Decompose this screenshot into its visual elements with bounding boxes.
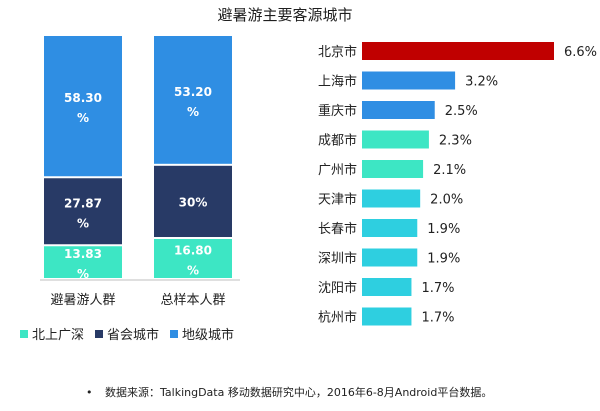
city-value-label: 2.3% [439,134,472,149]
city-value-label: 3.2% [465,75,498,90]
legend-swatch [170,330,178,338]
stacked-bar-segment [44,246,122,278]
legend-label: 省会城市 [107,327,159,343]
footer-bullet: • [86,386,93,399]
city-bar [362,307,412,326]
city-bar [362,101,435,119]
city-value-label: 1.7% [421,311,454,326]
legend-swatch [95,330,103,338]
legend: 北上广深 省会城市 地级城市 [20,327,234,343]
city-label: 广州市 [318,162,357,178]
city-label: 成都市 [318,133,357,149]
city-label: 北京市 [318,44,357,60]
city-value-label: 2.0% [430,193,463,208]
city-value-label: 6.6% [564,45,597,60]
segment-value-label: 53.20% [174,85,212,119]
city-bar [362,42,554,60]
city-bar [362,219,418,237]
city-bar [362,71,456,90]
city-label: 杭州市 [318,310,357,326]
legend-label: 地级城市 [182,327,234,343]
stacked-bar-segment [44,36,122,177]
stacked-bar-segment [154,239,232,278]
category-label: 避暑游人群 [50,293,115,308]
city-value-label: 2.5% [445,104,478,119]
stacked-bar-segment [44,178,122,245]
city-label: 深圳市 [318,251,357,267]
city-value-label: 1.9% [427,252,460,267]
city-bar [362,130,429,149]
city-value-label: 1.7% [421,281,454,296]
city-bar [362,160,424,178]
city-label: 沈阳市 [318,280,357,296]
segment-value-label: 30% [179,195,208,209]
segment-value-label: 16.80% [174,244,212,278]
segment-value-label: 13.83% [64,247,102,281]
city-label: 长春市 [318,221,357,237]
horizontal-bar-chart: 北京市 6.6% 上海市 3.2% 重庆市 2.5% 成都市 2.3% 广州市 2.1% 天津市 2.… [318,42,597,326]
stacked-bar-segment [154,36,232,164]
city-value-label: 2.1% [433,163,466,178]
category-label: 总样本人群 [160,293,225,308]
segment-value-label: 58.30% [64,91,102,125]
city-bar [362,278,412,296]
legend-swatch [20,330,28,338]
stacked-bar-chart: 13.83 % 27.87 % 58.30 % 避暑游人群 16.80 % 30% 53.20 % 总样… [44,36,232,308]
chart-title: 避暑游主要客源城市 [217,6,352,24]
city-value-label: 1.9% [427,222,460,237]
city-bar [362,248,418,267]
city-label: 上海市 [318,74,357,90]
stacked-bar-segment [154,165,232,238]
city-label: 重庆市 [318,103,357,119]
footer-source: 数据来源：TalkingData 移动数据研究中心，2016年6-8月Andro… [105,385,492,399]
city-bar [362,189,421,208]
segment-value-label: 27.87% [64,196,102,230]
legend-label: 北上广深 [32,328,84,343]
city-label: 天津市 [318,192,357,208]
